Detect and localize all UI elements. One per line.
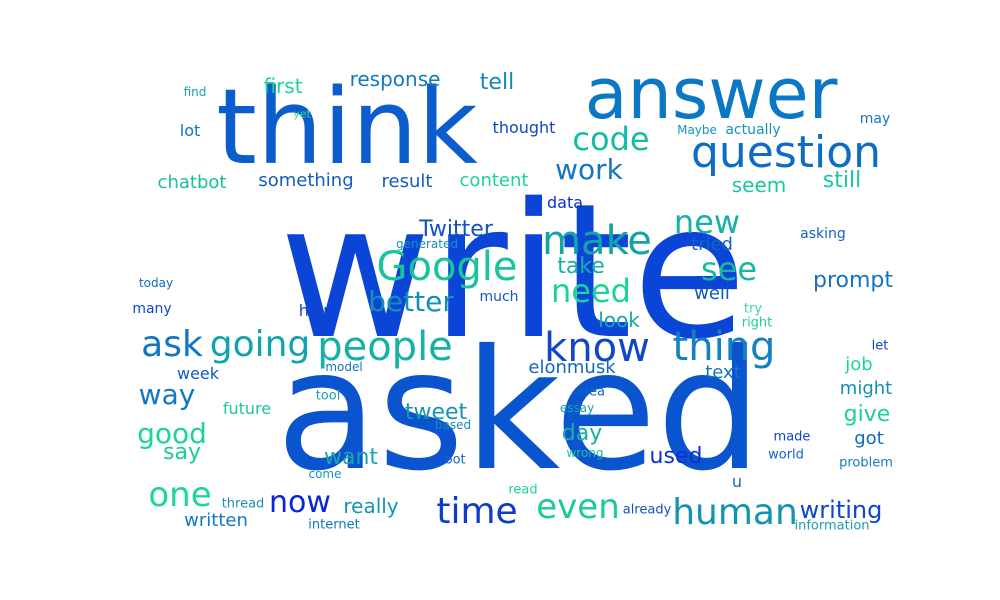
word-model: model: [325, 360, 363, 374]
word-writing: writing: [799, 496, 883, 524]
word-data: data: [546, 193, 584, 212]
word-want: want: [323, 445, 379, 470]
word-better: better: [368, 285, 454, 318]
word-try: try: [743, 301, 763, 317]
word-actually: actually: [725, 122, 781, 138]
word-thought: thought: [492, 118, 556, 137]
word-give: give: [843, 402, 891, 427]
word-today: today: [138, 276, 174, 290]
word-thread: thread: [221, 496, 265, 512]
word-think: think: [216, 66, 478, 188]
word-need: need: [551, 272, 631, 310]
word-essay: essay: [559, 401, 595, 415]
word-well: well: [694, 283, 730, 304]
word-response: response: [349, 67, 441, 91]
word-something: something: [258, 170, 354, 191]
word-maybe: Maybe: [677, 123, 717, 137]
word-twitter: Twitter: [419, 217, 493, 242]
word-asking: asking: [800, 226, 846, 242]
word-information: information: [794, 518, 870, 534]
word-u: u: [731, 472, 743, 491]
word-people: people: [317, 324, 453, 370]
word-come: come: [308, 467, 342, 481]
word-many: many: [132, 301, 172, 317]
word-way: way: [138, 378, 196, 411]
word-going: going: [209, 324, 311, 365]
word-tweet: tweet: [404, 400, 468, 425]
word-chatbot: chatbot: [157, 172, 227, 193]
word-still: still: [822, 168, 862, 193]
word-much: much: [479, 289, 519, 305]
word-based: based: [434, 418, 472, 432]
word-problem: problem: [839, 455, 893, 471]
word-got: got: [854, 428, 884, 449]
word-generated: generated: [396, 237, 458, 251]
word-new: new: [673, 203, 741, 241]
word-already: already: [622, 502, 672, 518]
word-write: write: [279, 163, 747, 380]
word-know: know: [544, 325, 650, 371]
word-tried: tried: [691, 234, 733, 255]
word-question: question: [690, 127, 882, 178]
word-answer: answer: [584, 53, 838, 135]
word-future: future: [222, 399, 272, 418]
word-lot: lot: [179, 121, 201, 140]
word-let: let: [871, 338, 889, 354]
word-day: day: [561, 421, 603, 446]
word-asked: asked: [276, 315, 762, 508]
word-thing: thing: [672, 324, 776, 370]
word-tool: tool: [315, 388, 341, 404]
word-look: look: [598, 308, 640, 332]
word-seem: seem: [731, 173, 787, 197]
word-prompt: prompt: [812, 268, 894, 293]
word-week: week: [176, 364, 220, 383]
word-time: time: [436, 491, 518, 532]
word-find: find: [183, 85, 207, 99]
word-elonmusk: elonmusk: [528, 357, 616, 378]
word-right: right: [741, 315, 773, 331]
word-first: first: [263, 74, 303, 98]
word-content: content: [459, 170, 529, 191]
word-used: used: [649, 444, 703, 469]
word-ask: ask: [141, 324, 203, 365]
word-result: result: [381, 171, 433, 192]
word-tell: tell: [479, 70, 515, 95]
word-work: work: [555, 153, 623, 186]
word-internet: internet: [308, 517, 360, 533]
word-really: really: [343, 494, 399, 518]
word-world: world: [768, 447, 804, 463]
word-wrong: wrong: [566, 446, 604, 460]
word-make: make: [542, 218, 652, 264]
word-might: might: [839, 378, 893, 399]
word-may: may: [859, 111, 891, 127]
word-good: good: [137, 417, 207, 450]
word-written: written: [184, 510, 248, 531]
word-job: job: [845, 354, 873, 375]
word-see: see: [700, 250, 758, 288]
word-say: say: [163, 440, 201, 465]
word-now: now: [269, 485, 331, 520]
word-human: human: [672, 492, 798, 533]
word-bot: bot: [444, 452, 466, 468]
word-help: help: [298, 301, 334, 320]
word-idea: idea: [577, 384, 605, 400]
word-yet: yet: [293, 107, 311, 121]
word-code: code: [572, 120, 650, 158]
word-take: take: [557, 254, 605, 279]
word-read: read: [508, 482, 538, 498]
word-made: made: [773, 429, 811, 445]
word-even: even: [536, 487, 620, 527]
word-text: text: [705, 362, 741, 383]
word-one: one: [148, 475, 212, 515]
word-google: Google: [376, 244, 518, 290]
